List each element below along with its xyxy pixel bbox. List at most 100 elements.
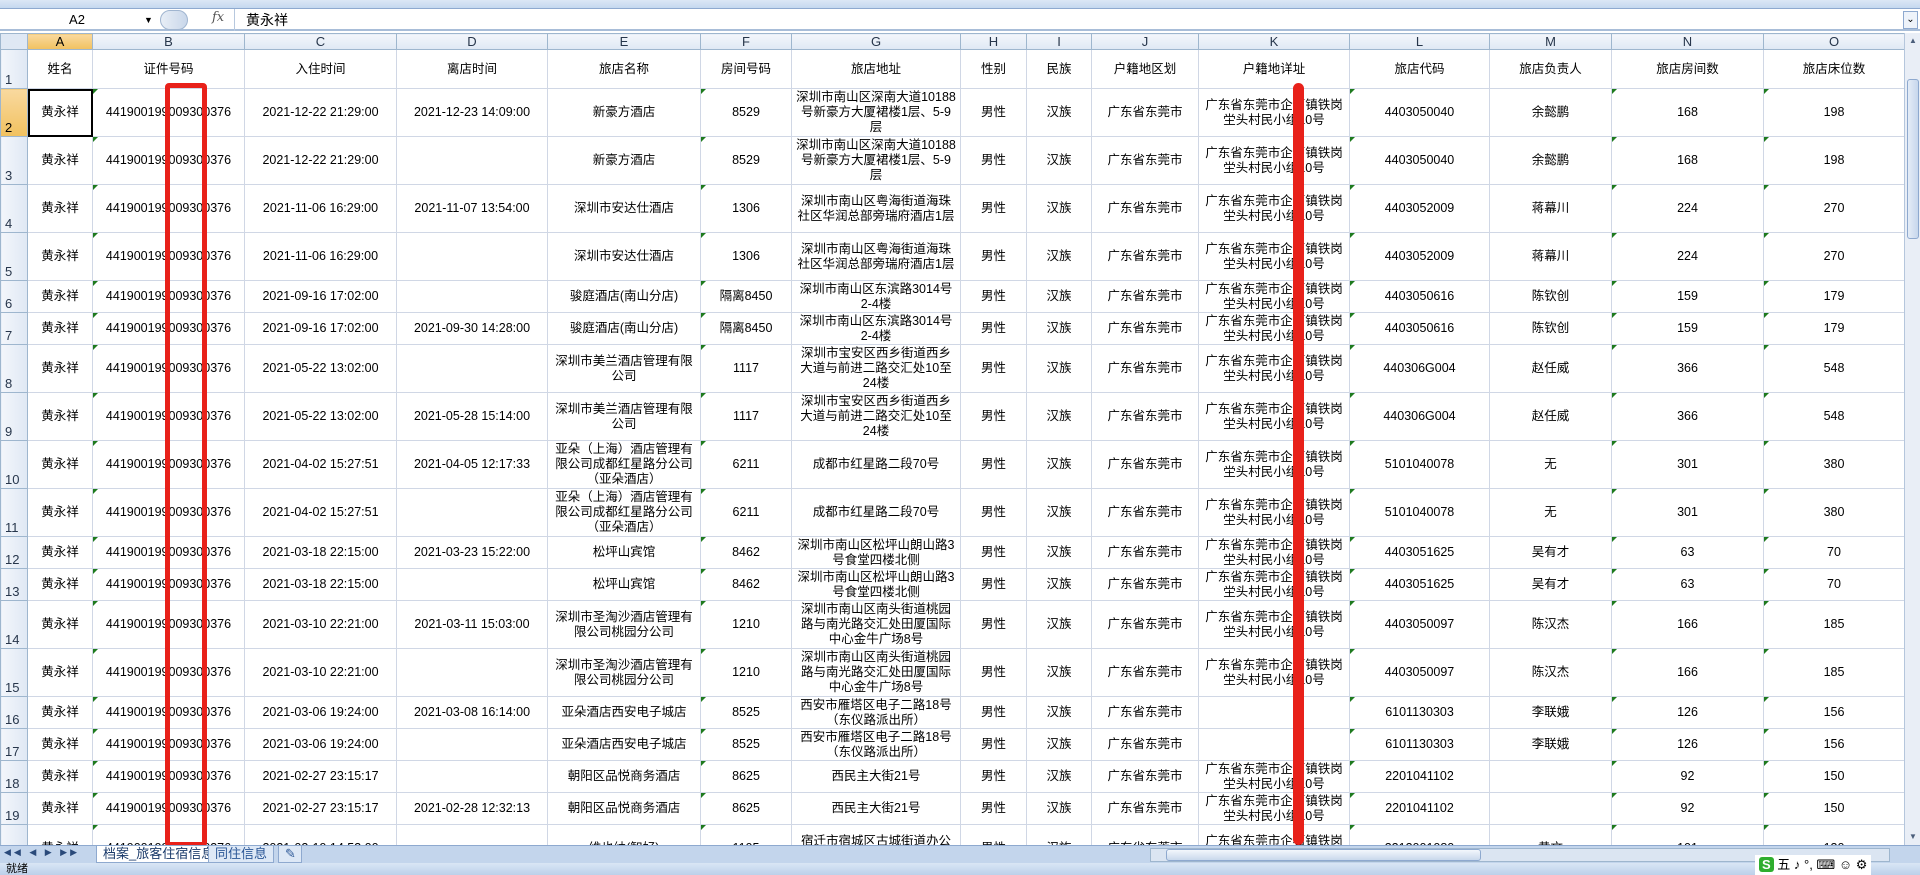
cell-a[interactable]: 黄永祥: [27, 536, 93, 569]
column-header-m[interactable]: M: [1489, 33, 1612, 50]
row-header-16[interactable]: 16: [0, 696, 28, 729]
cell-b[interactable]: 441900199009300376: [92, 280, 245, 313]
cell-g[interactable]: 成都市红星路二段70号: [791, 488, 961, 537]
cell-m[interactable]: 陈汉杰: [1489, 600, 1612, 649]
cell-c[interactable]: 2021-12-22 21:29:00: [244, 136, 397, 185]
row-header-1[interactable]: 1: [0, 49, 28, 89]
cell-h[interactable]: 男性: [960, 344, 1027, 393]
cell-g[interactable]: 深圳市南山区南头街道桃园路与南光路交汇处田厦国际中心金牛广场8号: [791, 648, 961, 697]
row-header-9[interactable]: 9: [0, 392, 28, 441]
cell-d[interactable]: [396, 280, 548, 313]
cell-m[interactable]: 无: [1489, 488, 1612, 537]
cell-a[interactable]: 黄永祥: [27, 88, 93, 137]
cell-m[interactable]: 蒋幕川: [1489, 184, 1612, 233]
cell-b[interactable]: 441900199009300376: [92, 648, 245, 697]
column-header-g[interactable]: G: [791, 33, 961, 50]
column-header-f[interactable]: F: [700, 33, 792, 50]
cell-m[interactable]: 陈钦创: [1489, 280, 1612, 313]
select-all-corner[interactable]: [0, 33, 28, 50]
cell-b[interactable]: 441900199009300376: [92, 232, 245, 281]
cell-b[interactable]: 441900199009300376: [92, 792, 245, 825]
cell-j[interactable]: 广东省东莞市: [1091, 312, 1199, 345]
cell-c[interactable]: 2021-09-16 17:02:00: [244, 312, 397, 345]
cell-g[interactable]: 深圳市宝安区西乡街道西乡大道与前进二路交汇处10至24楼: [791, 392, 961, 441]
header-cell-n[interactable]: 旅店房间数: [1611, 49, 1764, 89]
cell-k[interactable]: 广东省东莞市企石镇铁岗坣头村民小组10号: [1198, 232, 1350, 281]
cell-i[interactable]: 汉族: [1026, 392, 1092, 441]
insert-function-icon[interactable]: fx: [212, 10, 225, 25]
row-header-19[interactable]: 19: [0, 792, 28, 825]
cell-d[interactable]: [396, 568, 548, 601]
column-header-j[interactable]: J: [1091, 33, 1199, 50]
cell-l[interactable]: 2201041102: [1349, 760, 1490, 793]
cell-e[interactable]: 深圳市安达仕酒店: [547, 184, 701, 233]
cell-g[interactable]: 西民主大街21号: [791, 792, 961, 825]
cell-e[interactable]: 深圳市美兰酒店管理有限公司: [547, 392, 701, 441]
cell-c[interactable]: 2021-05-22 13:02:00: [244, 392, 397, 441]
cell-a[interactable]: 黄永祥: [27, 824, 93, 845]
cell-f[interactable]: 1306: [700, 232, 792, 281]
cell-n[interactable]: 168: [1611, 88, 1764, 137]
ime-toolbar[interactable]: S 五 ♪ °, ⌨ ☺ ⚙: [1755, 855, 1872, 875]
cell-g[interactable]: 深圳市南山区深南大道10188号新豪方大厦裙楼1层、5-9层: [791, 88, 961, 137]
formula-input[interactable]: 黄永祥: [246, 12, 288, 28]
cell-o[interactable]: 185: [1763, 648, 1904, 697]
cell-m[interactable]: 余懿鹏: [1489, 136, 1612, 185]
cell-h[interactable]: 男性: [960, 488, 1027, 537]
cell-n[interactable]: 366: [1611, 344, 1764, 393]
column-header-d[interactable]: D: [396, 33, 548, 50]
cell-a[interactable]: 黄永祥: [27, 440, 93, 489]
cell-o[interactable]: 70: [1763, 536, 1904, 569]
cell-b[interactable]: 441900199009300376: [92, 184, 245, 233]
cell-j[interactable]: 广东省东莞市: [1091, 392, 1199, 441]
cell-k[interactable]: 广东省东莞市企石镇铁岗坣头村民小组10号: [1198, 760, 1350, 793]
cell-k[interactable]: [1198, 728, 1350, 761]
cell-f[interactable]: 1117: [700, 392, 792, 441]
cell-n[interactable]: 301: [1611, 440, 1764, 489]
cell-k[interactable]: 广东省东莞市企石镇铁岗坣头村民小组10号: [1198, 88, 1350, 137]
row-header-11[interactable]: 11: [0, 488, 28, 537]
cell-k[interactable]: 广东省东莞市企石镇铁岗坣头村民小组10号: [1198, 344, 1350, 393]
cell-l[interactable]: 4403050040: [1349, 88, 1490, 137]
cell-o[interactable]: 548: [1763, 392, 1904, 441]
column-header-l[interactable]: L: [1349, 33, 1490, 50]
cell-n[interactable]: 101: [1611, 824, 1764, 845]
cell-j[interactable]: 广东省东莞市: [1091, 568, 1199, 601]
cell-i[interactable]: 汉族: [1026, 600, 1092, 649]
cell-e[interactable]: 朝阳区品悦商务酒店: [547, 792, 701, 825]
cell-c[interactable]: 2021-09-16 17:02:00: [244, 280, 397, 313]
cell-m[interactable]: 李联娥: [1489, 728, 1612, 761]
cell-g[interactable]: 深圳市南山区东滨路3014号2-4楼: [791, 280, 961, 313]
cell-j[interactable]: 广东省东莞市: [1091, 232, 1199, 281]
cell-f[interactable]: 6211: [700, 440, 792, 489]
cell-j[interactable]: 广东省东莞市: [1091, 600, 1199, 649]
cell-o[interactable]: 380: [1763, 440, 1904, 489]
cell-i[interactable]: 汉族: [1026, 280, 1092, 313]
cell-l[interactable]: 2201041102: [1349, 792, 1490, 825]
cell-h[interactable]: 男性: [960, 440, 1027, 489]
cell-h[interactable]: 男性: [960, 88, 1027, 137]
cell-d[interactable]: [396, 648, 548, 697]
header-cell-e[interactable]: 旅店名称: [547, 49, 701, 89]
cell-i[interactable]: 汉族: [1026, 184, 1092, 233]
row-header-17[interactable]: 17: [0, 728, 28, 761]
cell-e[interactable]: 深圳市圣淘沙酒店管理有限公司桃园分公司: [547, 648, 701, 697]
header-cell-d[interactable]: 离店时间: [396, 49, 548, 89]
cell-g[interactable]: 深圳市南山区东滨路3014号2-4楼: [791, 312, 961, 345]
cell-e[interactable]: 亚朵（上海）酒店管理有限公司成都红星路分公司（亚朵酒店）: [547, 440, 701, 489]
horizontal-scrollbar[interactable]: [1150, 848, 1890, 862]
column-header-e[interactable]: E: [547, 33, 701, 50]
sheet-tab-lodging-records[interactable]: 档案_旅客住宿信息: [96, 846, 222, 863]
cell-n[interactable]: 159: [1611, 280, 1764, 313]
cell-h[interactable]: 男性: [960, 280, 1027, 313]
cell-a[interactable]: 黄永祥: [27, 232, 93, 281]
cell-n[interactable]: 166: [1611, 600, 1764, 649]
cell-a[interactable]: 黄永祥: [27, 648, 93, 697]
cell-o[interactable]: 185: [1763, 600, 1904, 649]
cell-o[interactable]: 270: [1763, 184, 1904, 233]
cell-a[interactable]: 黄永祥: [27, 280, 93, 313]
cell-n[interactable]: 159: [1611, 312, 1764, 345]
cell-m[interactable]: 陈汉杰: [1489, 648, 1612, 697]
cell-i[interactable]: 汉族: [1026, 792, 1092, 825]
sheet-tab-cohabitant-info[interactable]: 同住信息: [208, 846, 275, 863]
